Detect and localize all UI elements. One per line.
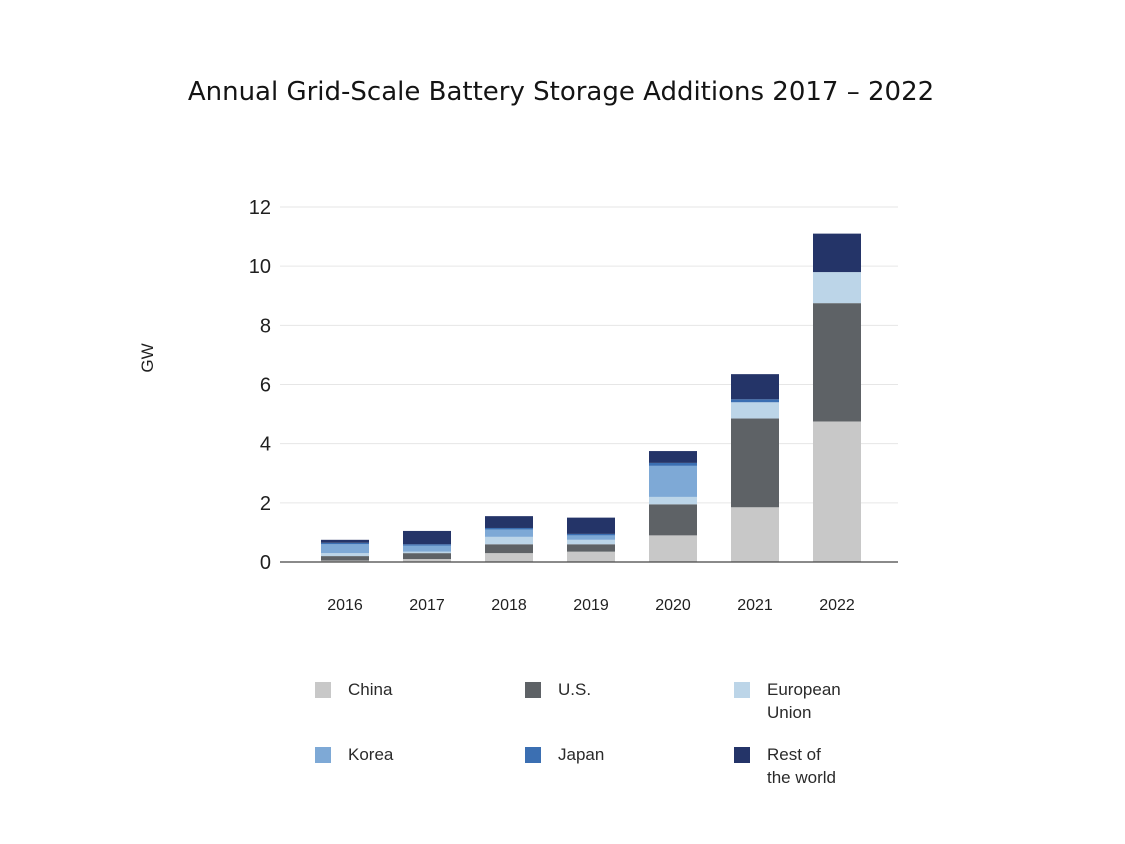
x-tick-label: 2016 [327, 597, 363, 614]
bar-2018-european-union [485, 536, 533, 545]
bar-2017-korea [403, 545, 451, 552]
legend-label: U.S. [558, 680, 591, 699]
bar-2019-japan [567, 533, 615, 536]
chart-title: Annual Grid-Scale Battery Storage Additi… [188, 77, 934, 107]
bar-2017-rest-of-the-world [403, 530, 451, 545]
bar-2018-korea [485, 529, 533, 537]
bar-2018-rest-of-the-world [485, 516, 533, 528]
y-tick-label: 10 [249, 256, 271, 278]
y-tick-label: 2 [260, 493, 271, 515]
bar-2021-japan [731, 399, 779, 403]
bar-2020-rest-of-the-world [649, 451, 697, 463]
y-tick-label: 12 [249, 197, 271, 219]
bar-2020-korea [649, 465, 697, 497]
legend-swatch [525, 682, 541, 698]
bar-2017-china [403, 559, 451, 562]
legend-label: European [767, 680, 841, 699]
x-tick-label: 2018 [491, 597, 527, 614]
bar-2019-china [567, 551, 615, 562]
legend-item: U.S. [525, 680, 591, 699]
y-tick-label: 6 [260, 375, 271, 397]
y-axis-label: GW [138, 343, 157, 372]
y-tick-label: 4 [260, 434, 271, 456]
bar-2021-rest-of-the-world [731, 374, 779, 400]
bar-2020-japan [649, 462, 697, 466]
legend-swatch [734, 682, 750, 698]
bar-2018-japan [485, 527, 533, 530]
bar-2019-korea [567, 535, 615, 540]
bar-2019-rest-of-the-world [567, 517, 615, 534]
bar-2022-european-union [813, 272, 861, 304]
bar-2016-korea [321, 544, 369, 554]
bar-2020-european-union [649, 496, 697, 505]
bar-2019-european-union [567, 539, 615, 545]
bar-2016-u-s- [321, 556, 369, 561]
x-tick-label: 2021 [737, 597, 773, 614]
legend-swatch [734, 747, 750, 763]
legend: China U.S. European Union Korea Japan Rest of t… [315, 680, 841, 787]
bar-2016-rest-of-the-world [321, 539, 369, 543]
y-tick-label: 8 [260, 315, 271, 337]
legend-item: European Union [734, 680, 841, 722]
bar-2022-china [813, 421, 861, 562]
legend-item: China [315, 680, 393, 699]
bar-2021-european-union [731, 402, 779, 419]
bar-2022-u-s- [813, 303, 861, 422]
bar-2016-european-union [321, 553, 369, 557]
bar-2018-china [485, 553, 533, 562]
bar-2017-japan [403, 544, 451, 546]
legend-item: Korea [315, 745, 394, 764]
bar-2016-japan [321, 542, 369, 545]
legend-label: China [348, 680, 393, 699]
y-tick-label: 0 [260, 552, 271, 574]
legend-label: Japan [558, 745, 604, 764]
legend-label: Rest of [767, 745, 821, 764]
x-tick-label: 2020 [655, 597, 691, 614]
bar-2016-china [321, 560, 369, 562]
legend-item: Japan [525, 745, 604, 764]
legend-label: Korea [348, 745, 394, 764]
bar-2020-u-s- [649, 504, 697, 536]
legend-label: Union [767, 703, 811, 722]
x-tick-label: 2019 [573, 597, 609, 614]
x-tick-label: 2017 [409, 597, 445, 614]
gridlines [280, 206, 898, 504]
bar-2019-u-s- [567, 544, 615, 552]
bars [321, 233, 861, 562]
bar-2017-european-union [403, 551, 451, 554]
y-tick-labels: 0 2 4 6 8 10 12 [249, 197, 271, 574]
legend-item: Rest of the world [734, 745, 836, 787]
bar-2022-rest-of-the-world [813, 233, 861, 273]
x-tick-label: 2022 [819, 597, 855, 614]
bar-2021-u-s- [731, 418, 779, 508]
legend-label: the world [767, 768, 836, 787]
legend-swatch [315, 747, 331, 763]
x-tick-labels: 2016 2017 2018 2019 2020 2021 2022 [327, 597, 855, 614]
bar-2017-u-s- [403, 553, 451, 560]
legend-swatch [315, 682, 331, 698]
bar-2021-china [731, 507, 779, 562]
bar-2018-u-s- [485, 544, 533, 554]
bar-2020-china [649, 535, 697, 562]
legend-swatch [525, 747, 541, 763]
